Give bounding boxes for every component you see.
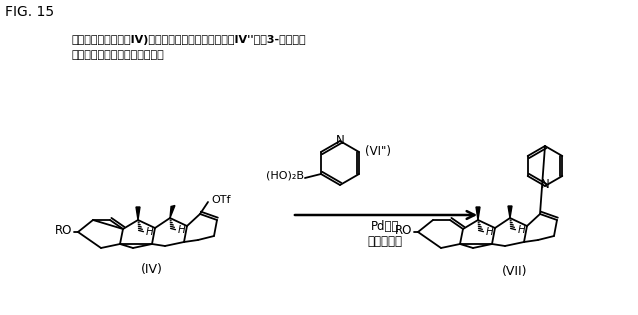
- Polygon shape: [170, 205, 175, 218]
- Polygon shape: [476, 207, 480, 220]
- Text: ボロン酸との鈴木カップリング: ボロン酸との鈴木カップリング: [72, 50, 165, 60]
- Text: N: N: [336, 135, 345, 147]
- Text: H: H: [486, 227, 494, 237]
- Polygon shape: [136, 207, 140, 220]
- Text: OTf: OTf: [211, 195, 230, 205]
- Text: N: N: [540, 179, 549, 192]
- Text: (VII): (VII): [502, 266, 528, 278]
- Text: 塩基、溶媒: 塩基、溶媒: [367, 235, 403, 248]
- Text: H: H: [178, 225, 186, 235]
- Text: (HO)₂B: (HO)₂B: [266, 171, 304, 181]
- Text: (IV): (IV): [141, 264, 163, 277]
- Text: RO: RO: [395, 224, 412, 237]
- Text: H: H: [518, 225, 526, 235]
- Text: Pd触媒: Pd触媒: [371, 220, 399, 233]
- Text: (VI"): (VI"): [365, 146, 391, 158]
- Text: H: H: [146, 227, 154, 237]
- Text: スキーム１１：式（IV)のビニルトリフレートの式（IV''）の3-ピリジル: スキーム１１：式（IV)のビニルトリフレートの式（IV''）の3-ピリジル: [72, 35, 307, 45]
- Text: FIG. 15: FIG. 15: [5, 5, 54, 19]
- Text: RO: RO: [55, 224, 72, 237]
- Polygon shape: [508, 206, 512, 218]
